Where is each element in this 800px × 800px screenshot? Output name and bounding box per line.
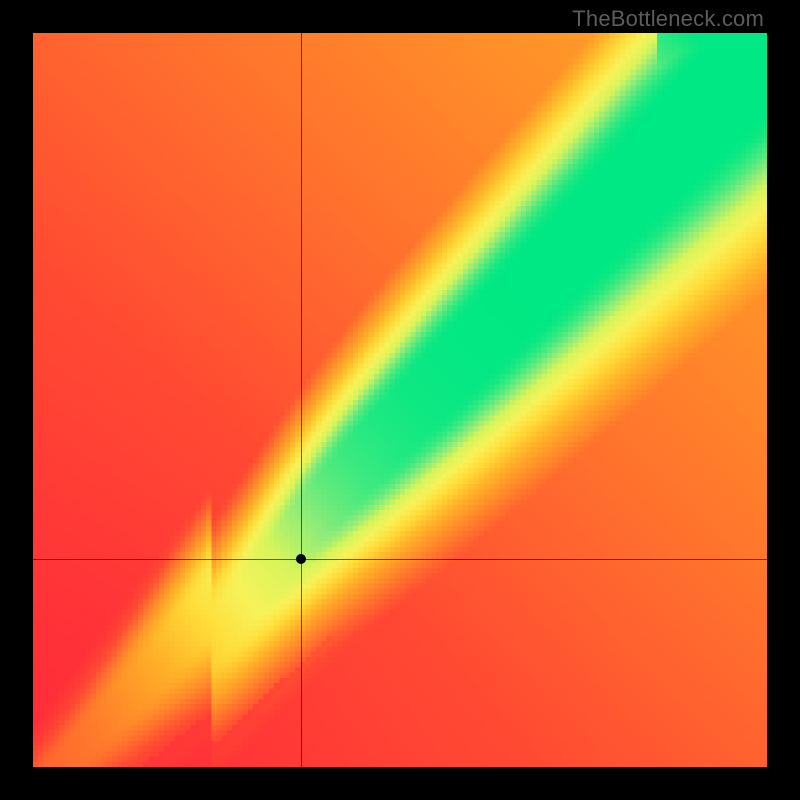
chart-area bbox=[33, 33, 767, 767]
root: TheBottleneck.com bbox=[0, 0, 800, 800]
watermark-text: TheBottleneck.com bbox=[572, 6, 764, 32]
heatmap-canvas bbox=[33, 33, 767, 767]
